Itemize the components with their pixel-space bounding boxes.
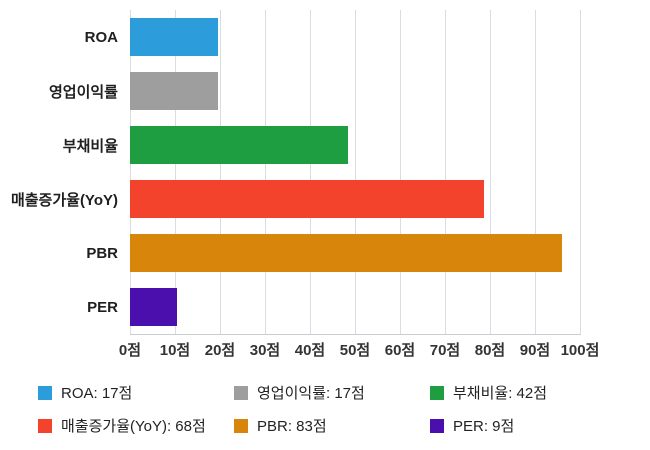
chart-row: PER: [0, 280, 650, 334]
legend-label: 매출증가율(YoY): 68점: [61, 418, 206, 435]
bar-cell: [130, 280, 650, 334]
x-tick-label: 40점: [294, 342, 326, 359]
category-label-sales-growth: 매출증가율(YoY): [10, 191, 118, 209]
x-tick-label: 30점: [249, 342, 281, 359]
legend-swatch-icon: [234, 418, 248, 433]
x-tick-label: 0점: [118, 342, 142, 359]
legend-swatch-icon: [38, 418, 52, 433]
bar-cell: [130, 118, 650, 172]
bar-pbr[interactable]: [130, 234, 562, 272]
x-tick-label: 20점: [204, 342, 236, 359]
x-tick-label: 100점: [560, 342, 600, 359]
x-tick-label: 60점: [384, 342, 416, 359]
legend-item[interactable]: PBR: 83점: [234, 415, 430, 436]
category-label-per: PER: [87, 298, 118, 316]
legend-label: 영업이익률: 17점: [257, 385, 365, 402]
chart-row: ROA: [0, 10, 650, 64]
x-tick-label: 70점: [429, 342, 461, 359]
x-tick-label: 50점: [339, 342, 371, 359]
bar-cell: [130, 64, 650, 118]
legend-swatch-icon: [38, 385, 52, 400]
category-label-roa: ROA: [84, 28, 118, 46]
bar-cell: [130, 226, 650, 280]
legend-item[interactable]: ROA: 17점: [38, 382, 234, 403]
legend-swatch-icon: [234, 385, 248, 400]
bar-per[interactable]: [130, 288, 177, 326]
bar-debt-ratio[interactable]: [130, 126, 349, 164]
legend-label: ROA: 17점: [61, 385, 133, 402]
gridlines: [130, 10, 581, 335]
category-label-debt-ratio: 부채비율: [62, 137, 118, 155]
x-tick-label: 10점: [159, 342, 191, 359]
legend-item[interactable]: 영업이익률: 17점: [234, 382, 430, 403]
category-label-operating-margin: 영업이익률: [48, 83, 118, 101]
legend-item[interactable]: PER: 9점: [430, 415, 626, 436]
bar-sales-growth[interactable]: [130, 180, 484, 218]
chart-row: 매출증가율(YoY): [0, 172, 650, 226]
bar-operating-margin[interactable]: [130, 72, 219, 110]
legend-swatch-icon: [430, 418, 444, 433]
bar-roa[interactable]: [130, 18, 219, 56]
legend-swatch-icon: [430, 385, 444, 400]
legend-label: 부채비율: 42점: [453, 385, 548, 402]
legend-label: PBR: 83점: [257, 418, 327, 435]
chart-row: 영업이익률: [0, 64, 650, 118]
bar-cell: [130, 10, 650, 64]
chart-row: 부채비율: [0, 118, 650, 172]
category-label-pbr: PBR: [86, 244, 118, 262]
chart-row: PBR: [0, 226, 650, 280]
legend-item[interactable]: 부채비율: 42점: [430, 382, 626, 403]
legend-label: PER: 9점: [453, 418, 515, 435]
x-tick-label: 90점: [519, 342, 551, 359]
x-tick-label: 80점: [474, 342, 506, 359]
bar-cell: [130, 172, 650, 226]
plot-area: ROA 영업이익률 부채비율 매출증가율(YoY) PBR: [0, 10, 650, 335]
x-axis: 0점 10점 20점 30점 40점 50점 60점 70점 80점 90점 100점: [119, 334, 599, 360]
legend-item[interactable]: 매출증가율(YoY): 68점: [38, 415, 234, 436]
